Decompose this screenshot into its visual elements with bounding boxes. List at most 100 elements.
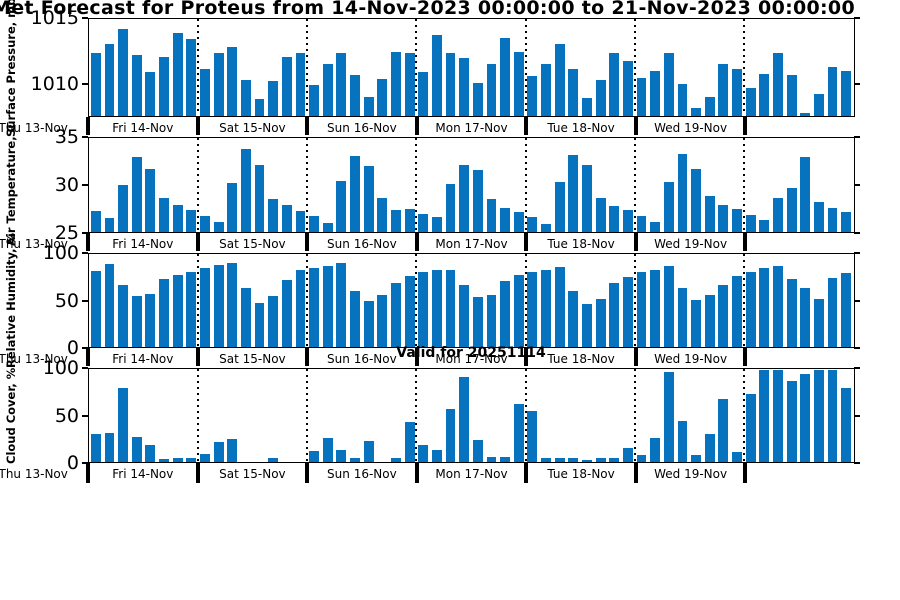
bar bbox=[691, 454, 701, 462]
bar bbox=[541, 269, 551, 347]
bar bbox=[541, 223, 551, 232]
bar bbox=[745, 272, 756, 347]
bar bbox=[295, 269, 306, 347]
y-tick bbox=[854, 136, 860, 138]
bar bbox=[595, 80, 606, 116]
bar bbox=[459, 285, 470, 347]
bar bbox=[513, 52, 524, 116]
bar bbox=[636, 216, 647, 232]
bar bbox=[213, 441, 224, 462]
bar bbox=[172, 275, 183, 347]
bar bbox=[500, 207, 510, 232]
bar bbox=[541, 458, 551, 462]
y-tick bbox=[82, 83, 88, 85]
bar bbox=[309, 216, 319, 232]
x-day-label: Tue 18-Nov bbox=[547, 352, 615, 366]
y-tick bbox=[82, 136, 88, 138]
day-boundary-tick bbox=[633, 463, 638, 483]
bar bbox=[773, 370, 783, 462]
day-boundary-tick bbox=[195, 348, 200, 366]
y-tick bbox=[854, 367, 860, 369]
bar bbox=[786, 381, 797, 462]
bar bbox=[500, 457, 510, 462]
day-boundary-tick bbox=[524, 233, 529, 251]
bar bbox=[582, 165, 592, 232]
x-day-label: Fri 14-Nov bbox=[112, 121, 174, 135]
y-tick-label: 0 bbox=[66, 452, 79, 474]
bar bbox=[841, 388, 852, 462]
y-tick bbox=[82, 367, 88, 369]
bar bbox=[800, 113, 811, 116]
day-boundary-gridline bbox=[742, 369, 745, 461]
x-day-label: Mon 17-Nov bbox=[435, 352, 508, 366]
bar bbox=[486, 294, 497, 347]
bar bbox=[309, 450, 319, 462]
bar bbox=[773, 197, 783, 232]
bar bbox=[118, 388, 128, 462]
x-day-label: Sun 16-Nov bbox=[327, 352, 397, 366]
bar bbox=[350, 458, 360, 462]
y-tick-label: 50 bbox=[54, 289, 79, 312]
y-tick bbox=[82, 347, 88, 349]
bar bbox=[418, 72, 429, 116]
bar bbox=[704, 96, 715, 116]
bar bbox=[172, 205, 183, 232]
y-axis-label: Cloud Cover, % bbox=[4, 367, 18, 464]
day-boundary-gridline bbox=[633, 254, 636, 346]
y-tick bbox=[82, 252, 88, 254]
bar bbox=[172, 458, 183, 462]
bar bbox=[486, 198, 497, 232]
bar bbox=[609, 458, 620, 462]
x-day-label: Thu 13-Nov bbox=[0, 467, 68, 481]
bar bbox=[268, 81, 279, 116]
day-boundary-tick bbox=[414, 117, 419, 135]
bar bbox=[773, 266, 783, 347]
bar bbox=[118, 184, 128, 232]
bar bbox=[745, 215, 756, 232]
day-boundary-gridline bbox=[633, 19, 636, 115]
day-boundary-gridline bbox=[197, 369, 200, 461]
x-day-label: Wed 19-Nov bbox=[654, 352, 728, 366]
relative-humidity-plot bbox=[88, 253, 855, 348]
bar bbox=[459, 377, 470, 462]
x-day-label: Thu 13-Nov bbox=[0, 121, 68, 135]
bar bbox=[377, 78, 388, 116]
y-tick bbox=[82, 414, 88, 417]
bar bbox=[759, 370, 770, 462]
y-axis-label: Surface Pressure, mb bbox=[4, 0, 18, 137]
day-boundary-gridline bbox=[742, 138, 745, 231]
bar bbox=[582, 303, 592, 347]
bar bbox=[322, 63, 333, 116]
x-day-label: Sun 16-Nov bbox=[327, 467, 397, 481]
y-tick-label: 50 bbox=[54, 404, 79, 427]
bar bbox=[145, 444, 156, 462]
x-day-label: Sat 15-Nov bbox=[219, 121, 286, 135]
bar bbox=[650, 71, 661, 116]
day-boundary-tick bbox=[743, 233, 748, 251]
day-boundary-gridline bbox=[633, 369, 636, 461]
bar bbox=[650, 438, 661, 462]
bar bbox=[527, 217, 538, 232]
bar bbox=[131, 437, 142, 462]
figure-title: Met Forecast for Proteus from 14-Nov-202… bbox=[0, 0, 855, 19]
bar bbox=[650, 221, 661, 232]
bar bbox=[827, 370, 838, 462]
y-tick bbox=[854, 184, 860, 186]
bar bbox=[486, 457, 497, 462]
day-boundary-tick bbox=[195, 117, 200, 135]
bar bbox=[445, 408, 456, 462]
bar bbox=[295, 210, 306, 232]
y-tick bbox=[82, 462, 88, 464]
bar bbox=[786, 278, 797, 347]
bar bbox=[568, 154, 579, 232]
bar bbox=[90, 270, 101, 347]
bar bbox=[254, 165, 265, 232]
bar bbox=[773, 53, 783, 116]
day-boundary-gridline bbox=[742, 19, 745, 115]
bar bbox=[472, 439, 483, 462]
y-tick bbox=[854, 17, 860, 19]
y-tick bbox=[82, 184, 88, 186]
bar bbox=[159, 459, 169, 462]
bar bbox=[391, 52, 401, 116]
bar bbox=[227, 182, 238, 232]
